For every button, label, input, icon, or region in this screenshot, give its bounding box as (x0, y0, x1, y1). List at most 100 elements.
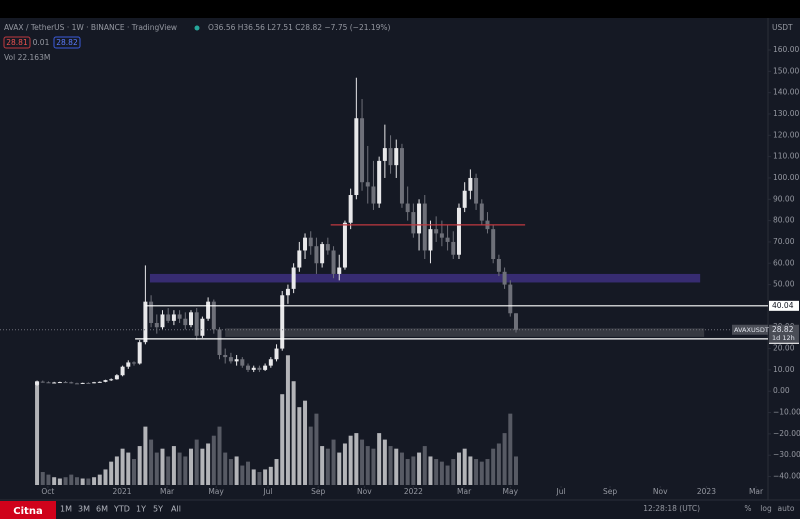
x-tick-label: 2022 (404, 487, 423, 496)
candle-body (360, 118, 365, 183)
volume-bar (35, 381, 40, 485)
candle-body (143, 301, 148, 343)
volume-bar (171, 446, 176, 485)
volume-bar (354, 433, 359, 485)
volume-bar (394, 448, 399, 485)
volume-bar (223, 452, 228, 485)
candle-body (103, 380, 108, 382)
range-button[interactable]: 1Y (136, 505, 146, 514)
x-tick-label: Nov (357, 487, 372, 496)
ask-box (53, 36, 81, 49)
percent-toggle[interactable]: % (744, 504, 751, 513)
volume-bar (97, 474, 102, 485)
watermark: Citna (13, 506, 42, 517)
candle-body (348, 195, 353, 223)
x-tick-label: Jul (556, 487, 566, 496)
volume-bar (399, 452, 404, 485)
price-label-box (769, 300, 799, 311)
clock: 12:28:18 (UTC) (643, 504, 700, 513)
volume-bar (46, 474, 51, 485)
log-toggle[interactable]: log (760, 504, 772, 513)
candle-body (388, 148, 393, 166)
candle-body (63, 382, 68, 384)
y-tick-label: 70.00 (773, 237, 795, 246)
price-label: 40.04 (772, 301, 794, 310)
volume-bar (143, 426, 148, 485)
candle-body (462, 190, 467, 208)
volume-bar (308, 426, 313, 485)
candle-body (223, 354, 228, 358)
range-button[interactable]: All (171, 505, 181, 514)
volume-bar (177, 452, 182, 485)
candle-body (274, 348, 279, 360)
candle-body (251, 367, 256, 370)
volume-bar (200, 448, 205, 485)
candle-body (160, 314, 165, 328)
volume-bar (377, 433, 382, 485)
candle-body (308, 237, 313, 247)
volume-bar (166, 456, 171, 485)
volume-bar (382, 439, 387, 485)
volume-bar (405, 459, 410, 485)
candle-body (496, 259, 501, 272)
candle-body (508, 284, 513, 314)
range-button[interactable]: 3M (78, 505, 90, 514)
candle-body (149, 301, 154, 323)
volume-bar (217, 426, 222, 485)
candle-body (331, 250, 336, 274)
candle-body (382, 148, 387, 161)
candle-body (109, 379, 114, 381)
spread: 0.01 (33, 38, 50, 47)
y-tick-label: 80.00 (773, 216, 795, 225)
volume-bar (342, 443, 347, 485)
range-button[interactable]: 1M (60, 505, 72, 514)
volume-bar (417, 452, 422, 485)
volume-bar (149, 439, 154, 485)
volume-bar (445, 465, 450, 485)
volume-bar (428, 456, 433, 485)
symbol: AVAX / TetherUS · 1W · BINANCE · Trading… (4, 23, 177, 32)
candle-body (74, 383, 79, 385)
symbol-box (732, 324, 768, 335)
volume-bar (69, 474, 74, 485)
candle-body (394, 148, 399, 166)
candle-body (40, 381, 45, 383)
candle-body (114, 375, 119, 380)
volume-bar (314, 413, 319, 485)
range-button[interactable]: YTD (113, 505, 130, 514)
volume-bar (80, 478, 85, 485)
volume-bar (40, 472, 45, 485)
volume-bar (103, 469, 108, 485)
volume-bar (228, 459, 233, 485)
candle-body (502, 271, 507, 285)
candle-body (52, 382, 57, 384)
y-tick-label: −10.00 (773, 408, 800, 417)
candle-body (365, 182, 370, 187)
candle-body (211, 301, 216, 330)
candle-body (35, 381, 40, 385)
candle-body (200, 318, 205, 336)
range-button[interactable]: 6M (96, 505, 108, 514)
candle-body (411, 212, 416, 234)
volume-bar (320, 446, 325, 485)
x-tick-label: May (208, 487, 224, 496)
volume-bar (485, 459, 490, 485)
volume-bar (194, 439, 199, 485)
candle-body (263, 365, 268, 370)
x-tick-label: Sep (311, 487, 325, 496)
volume-bar (285, 355, 290, 485)
candle-body (86, 382, 91, 384)
y-tick-label: 0.00 (773, 386, 790, 395)
candle-body (234, 359, 239, 362)
candle-body (377, 160, 382, 204)
volume-bar (268, 466, 273, 485)
candle-body (166, 314, 171, 321)
y-tick-label: −40.00 (773, 472, 800, 481)
volume-bar (513, 456, 518, 485)
candle-body (137, 342, 142, 364)
candle-body (491, 229, 496, 259)
range-button[interactable]: 5Y (153, 505, 163, 514)
volume-bar (502, 433, 507, 485)
auto-toggle[interactable]: auto (778, 504, 795, 513)
